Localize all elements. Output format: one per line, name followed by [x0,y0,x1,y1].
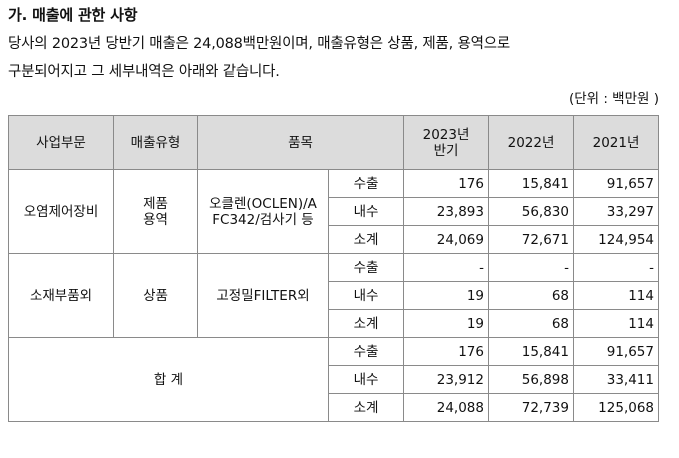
table-row: 소계 24,088 72,739 125,068 [9,393,659,422]
header-2022: 2022년 [488,115,574,170]
table-row: 내수 23,893 56,830 33,297 [9,197,659,226]
value-2023: 176 [403,337,489,366]
section-heading: 가. 매출에 관한 사항 [8,6,138,24]
value-2022: - [488,253,574,282]
row-label: 소계 [328,309,404,338]
value-2022: 72,739 [488,393,574,422]
table-row: 내수 23,912 56,898 33,411 [9,365,659,394]
header-type: 매출유형 [113,115,198,170]
table-row: 합 계 수출 176 15,841 91,657 [8,337,659,422]
table-row: 소재부품외 상품 고정밀FILTER외 수출 - - - [8,253,659,338]
row-label: 내수 [328,197,404,226]
value-2023: 24,088 [403,393,489,422]
row-label: 수출 [328,169,404,198]
table-row: 오염제어장비 제품 용역 오클렌(OCLEN)/A FC342/검사기 등 수출… [8,169,659,254]
item-line: 오클렌(OCLEN)/A [209,195,317,212]
total-label: 합 계 [8,337,329,422]
intro-line-2: 구분되어지고 그 세부내역은 아래와 같습니다. [8,64,280,80]
header-segment: 사업부문 [8,115,114,170]
unit-note: (단위 : 백만원 ) [568,91,659,107]
header-item: 품목 [197,115,404,170]
item-cell: 오클렌(OCLEN)/A FC342/검사기 등 [197,169,329,254]
header-2023-year: 2023년 [422,126,470,143]
value-2021: 114 [573,309,659,338]
value-2023: 19 [403,309,489,338]
type-cell: 제품 용역 [113,169,198,254]
value-2022: 56,898 [488,365,574,394]
item-line: FC342/검사기 등 [212,211,314,228]
table-row: 소계 19 68 114 [9,309,659,338]
row-label: 소계 [328,393,404,422]
value-2022: 15,841 [488,169,574,198]
value-2021: 33,411 [573,365,659,394]
value-2021: 114 [573,281,659,310]
intro-line-1: 당사의 2023년 당반기 매출은 24,088백만원이며, 매출유형은 상품,… [8,36,511,52]
value-2023: 23,912 [403,365,489,394]
value-2023: 176 [403,169,489,198]
segment-cell: 소재부품외 [8,253,114,338]
row-label: 내수 [328,281,404,310]
value-2023: 23,893 [403,197,489,226]
value-2023: - [403,253,489,282]
value-2021: 124,954 [573,225,659,254]
segment-cell: 오염제어장비 [8,169,114,254]
table-row: 소계 24,069 72,671 124,954 [9,225,659,254]
value-2022: 68 [488,309,574,338]
value-2023: 24,069 [403,225,489,254]
value-2022: 15,841 [488,337,574,366]
value-2021: - [573,253,659,282]
item-cell: 고정밀FILTER외 [197,253,329,338]
value-2021: 125,068 [573,393,659,422]
revenue-table: 사업부문 매출유형 품목 2023년 반기 2022년 2021년 오염제어장비… [8,115,659,422]
row-label: 내수 [328,365,404,394]
header-2023-half: 반기 [433,142,459,159]
row-label: 수출 [328,253,404,282]
value-2021: 91,657 [573,337,659,366]
type-line: 용역 [143,211,168,228]
value-2022: 56,830 [488,197,574,226]
row-label: 수출 [328,337,404,366]
header-2021: 2021년 [573,115,659,170]
header-2023: 2023년 반기 [403,115,489,170]
value-2023: 19 [403,281,489,310]
value-2022: 68 [488,281,574,310]
value-2022: 72,671 [488,225,574,254]
value-2021: 33,297 [573,197,659,226]
value-2021: 91,657 [573,169,659,198]
type-cell: 상품 [113,253,198,338]
type-line: 제품 [143,195,168,212]
table-row: 내수 19 68 114 [9,281,659,310]
row-label: 소계 [328,225,404,254]
table-header-row: 사업부문 매출유형 품목 2023년 반기 2022년 2021년 [8,115,659,170]
